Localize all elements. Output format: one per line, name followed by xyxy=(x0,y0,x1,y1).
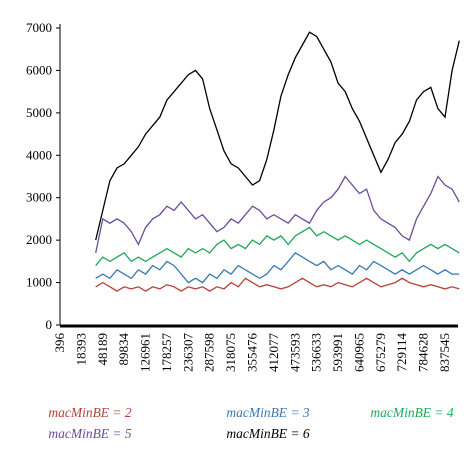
series-line xyxy=(95,31,460,241)
y-tick-label: 5000 xyxy=(26,105,52,120)
x-tick-label: 640965 xyxy=(351,333,366,372)
x-tick-label: 236307 xyxy=(180,333,195,373)
y-tick-label: 0 xyxy=(46,317,53,332)
x-tick-label: 675279 xyxy=(373,333,388,372)
x-tick-label: 837545 xyxy=(437,333,452,372)
series-line xyxy=(95,175,460,254)
legend-label: macMinBE = 3 xyxy=(226,405,310,420)
x-tick-label: 729114 xyxy=(394,333,409,372)
y-tick-label: 7000 xyxy=(26,20,52,35)
y-tick-label: 3000 xyxy=(26,190,52,205)
series-line xyxy=(95,277,460,292)
x-tick-label: 412077 xyxy=(266,333,281,373)
x-tick-label: 18393 xyxy=(73,333,88,366)
y-tick-label: 1000 xyxy=(26,275,52,290)
x-tick-label: 593991 xyxy=(330,333,345,372)
y-tick-label: 4000 xyxy=(26,147,52,162)
legend-label: macMinBE = 4 xyxy=(370,405,454,420)
legend-label: macMinBE = 2 xyxy=(48,405,132,420)
series-line xyxy=(95,252,460,284)
legend-label: macMinBE = 5 xyxy=(48,426,132,441)
x-tick-label: 396 xyxy=(52,333,67,353)
series-line xyxy=(95,226,460,267)
x-tick-label: 89834 xyxy=(116,333,131,366)
x-tick-label: 178257 xyxy=(159,333,174,373)
y-tick-label: 2000 xyxy=(26,232,52,247)
legend-label: macMinBE = 6 xyxy=(226,426,310,441)
x-tick-label: 784628 xyxy=(416,333,431,372)
x-tick-label: 355476 xyxy=(245,333,260,373)
x-tick-label: 318075 xyxy=(223,333,238,372)
x-tick-label: 473593 xyxy=(287,333,302,372)
x-tick-label: 48189 xyxy=(95,333,110,366)
x-tick-label: 287598 xyxy=(202,333,217,372)
y-tick-label: 6000 xyxy=(26,62,52,77)
x-tick-label: 126961 xyxy=(138,333,153,372)
x-tick-label: 536633 xyxy=(309,333,324,372)
